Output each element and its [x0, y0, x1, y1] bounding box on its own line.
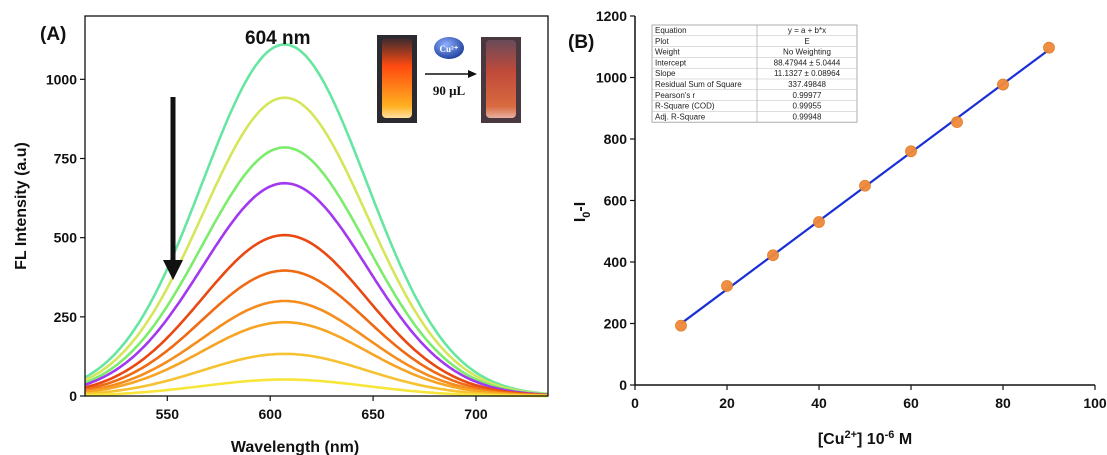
stats-table-value: 337.49848	[788, 80, 826, 89]
stats-table-value: 0.99948	[793, 112, 822, 121]
y-tick-label: 0	[69, 388, 77, 404]
vial-after-liquid	[486, 40, 516, 118]
stats-table-key: Pearson's r	[655, 91, 696, 100]
x-tick-label: 600	[259, 406, 283, 422]
y-tick-label: 500	[54, 230, 78, 246]
decrease-arrow-icon	[163, 260, 183, 280]
spectrum-line-10	[85, 378, 548, 398]
spectra-curves	[84, 43, 549, 398]
spectrum-line-1	[84, 43, 549, 396]
stats-table-value: 0.99977	[793, 91, 822, 100]
panel-a-xlabel: Wavelength (nm)	[231, 439, 359, 455]
stats-table-key: Intercept	[655, 58, 687, 67]
y-tick-label: 1200	[596, 8, 627, 24]
x-tick-label: 700	[464, 406, 488, 422]
data-point	[675, 319, 687, 332]
stats-table-value: E	[804, 37, 809, 46]
y-tick-label: 750	[54, 151, 78, 167]
x-tick-label: 650	[361, 406, 385, 422]
stats-table-frame	[651, 24, 858, 123]
reaction-arrow-head-icon	[468, 70, 477, 78]
stats-table: Equation y = a + b*x Plot E Weight No Weighti…	[651, 24, 858, 123]
cu-ion-icon	[434, 37, 464, 59]
cu-ion-label: Cu²⁺	[440, 44, 459, 54]
x-tick-label: 20	[719, 395, 735, 411]
spectrum-line-4	[84, 181, 549, 396]
y-tick-label: 400	[604, 254, 628, 270]
x-tick-label: 40	[811, 395, 827, 411]
data-point	[767, 249, 779, 262]
panel-a-ticks: 550 600 650 700 0 250 500 750 1000	[46, 71, 488, 422]
y-tick-label: 1000	[46, 71, 77, 87]
panel-b-xlabel: [Cu2+] 10-6 M	[818, 429, 912, 448]
data-points	[675, 41, 1055, 332]
stats-table-value: y = a + b*x	[788, 26, 826, 35]
vial-before-liquid	[382, 38, 412, 118]
peak-annotation: 604 nm	[245, 28, 310, 49]
y-tick-label: 200	[604, 316, 628, 332]
data-point	[905, 145, 917, 158]
spectrum-line-8	[84, 320, 549, 397]
data-point	[721, 280, 733, 292]
y-tick-label: 0	[619, 377, 627, 393]
y-tick-label: 600	[604, 193, 628, 209]
stats-table-key: Residual Sum of Square	[655, 80, 742, 89]
stats-table-key: Equation	[655, 26, 687, 35]
volume-label: 90 μL	[433, 83, 466, 98]
stats-table-key: R-Square (COD)	[655, 102, 715, 111]
x-tick-label: 60	[903, 395, 919, 411]
spectrum-line-7	[84, 299, 548, 397]
stats-table-value: 11.1327 ± 0.08964	[774, 69, 841, 78]
x-tick-label: 550	[156, 406, 180, 422]
stats-table-key: Slope	[655, 69, 676, 78]
y-tick-label: 250	[54, 309, 78, 325]
panel-b-ylabel: I0-I	[572, 202, 593, 222]
data-point	[859, 179, 871, 192]
x-tick-label: 80	[995, 395, 1011, 411]
spectrum-line-5	[84, 233, 548, 397]
stats-table-value: 0.99955	[793, 102, 822, 111]
x-tick-label: 0	[631, 395, 639, 411]
stats-table-key: Weight	[655, 48, 681, 57]
stats-table-key: Adj. R-Square	[655, 112, 706, 121]
y-tick-label: 800	[604, 131, 628, 147]
panel-a-label: (A)	[40, 24, 66, 45]
spectrum-line-3	[84, 146, 549, 396]
stats-table-value: No Weighting	[783, 48, 831, 57]
y-tick-label: 1000	[596, 70, 627, 86]
x-tick-label: 100	[1083, 395, 1107, 411]
inset-photos: Cu²⁺ 90 μL	[377, 35, 521, 123]
stats-table-key: Plot	[655, 37, 670, 46]
data-point	[813, 216, 825, 228]
data-point	[997, 78, 1009, 91]
data-point	[1043, 41, 1055, 54]
panel-a-ylabel: FL Intensity (a.u)	[13, 142, 30, 270]
panel-a: (A) 550 600 650 700 0 250 500 750 1000 604 nm Cu…	[13, 15, 549, 455]
spectrum-line-9	[84, 352, 548, 397]
spectrum-line-6	[84, 269, 549, 397]
stats-table-value: 88.47944 ± 5.0444	[774, 58, 841, 67]
panel-b-label: (B)	[568, 32, 594, 53]
spectrum-line-2	[84, 96, 549, 396]
data-point	[951, 116, 963, 128]
panel-a-frame	[84, 15, 549, 397]
